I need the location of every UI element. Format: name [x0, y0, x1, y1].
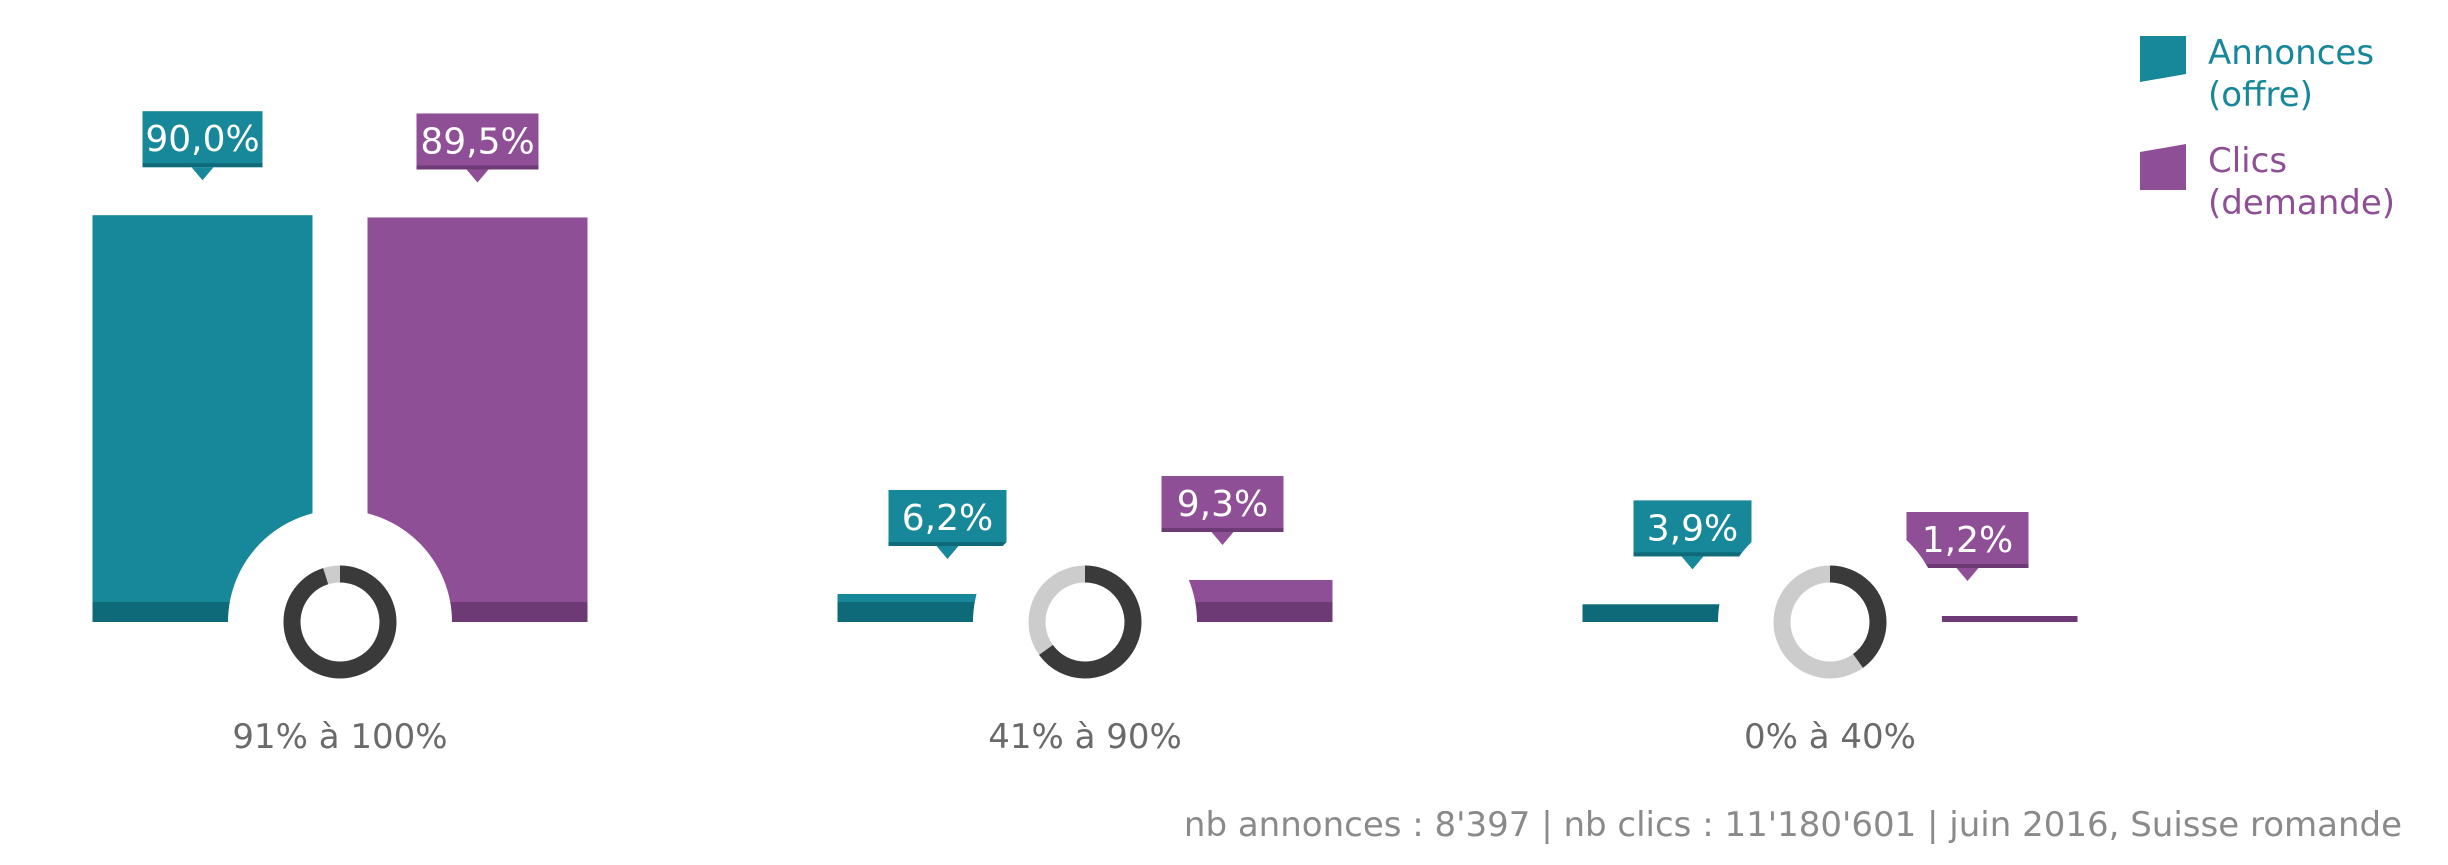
value-callout-underline-2-2 — [1161, 527, 1284, 532]
donut-fill-1 — [283, 565, 397, 679]
legend-swatch-2 — [2140, 144, 2186, 190]
bar-base-2-3 — [1857, 616, 2078, 622]
source-note: nb annonces : 8'397 | nb clics : 11'180'… — [1184, 805, 2402, 845]
value-callout-2-3 — [1906, 512, 2029, 568]
data-label-2-1: 89,5% — [420, 121, 534, 162]
bar-group-1: 90,0% 89,5% 91% à 100% — [92, 111, 588, 757]
bar-group-2: 6,2% 9,3% 41% à 90% — [837, 475, 1333, 757]
donut-backdrop-2 — [973, 510, 1197, 734]
value-callout-underline-1-3 — [1633, 552, 1752, 557]
donut-fill-3 — [1773, 565, 1887, 679]
value-callout-1-1 — [142, 111, 263, 168]
legend-label-1-sub: (offre) — [2208, 75, 2313, 115]
value-callout-pointer-1-2 — [936, 545, 959, 559]
value-callout-underline-1-1 — [142, 163, 263, 168]
category-label-1: 91% à 100% — [232, 717, 447, 757]
legend-swatch-1 — [2140, 36, 2186, 82]
donut-backdrop-1 — [228, 510, 452, 734]
data-label-1-3: 3,9% — [1647, 508, 1738, 549]
legend: Annonces(offre) Clics(demande) — [2140, 33, 2395, 223]
value-callout-1-2 — [888, 489, 1007, 546]
value-callout-pointer-2-1 — [466, 169, 489, 183]
donut-backdrop-3 — [1718, 510, 1942, 734]
value-callout-pointer-1-1 — [191, 167, 214, 181]
value-callout-1-3 — [1633, 500, 1752, 557]
data-label-2-3: 1,2% — [1922, 520, 2013, 561]
value-callout-pointer-2-2 — [1211, 531, 1234, 545]
donut-fill-2 — [1028, 565, 1142, 679]
data-label-1-1: 90,0% — [145, 119, 259, 160]
legend-label-2: Clics — [2208, 141, 2287, 181]
legend-label-2-sub: (demande) — [2208, 183, 2395, 223]
value-callout-2-1 — [416, 113, 539, 170]
category-label-2: 41% à 90% — [988, 717, 1182, 757]
value-callout-pointer-1-3 — [1681, 556, 1704, 570]
data-label-2-2: 9,3% — [1177, 484, 1268, 525]
legend-label-1: Annonces — [2208, 33, 2374, 73]
bar-groups: 90,0% 89,5% 91% à 100% 6,2% 9,3% 41% à 90% 3,9… — [92, 111, 2078, 757]
value-callout-underline-1-2 — [888, 541, 1007, 546]
data-label-1-2: 6,2% — [902, 498, 993, 539]
bar-group-3: 3,9% 1,2% 0% à 40% — [1582, 500, 2078, 757]
value-callout-pointer-2-3 — [1956, 568, 1979, 581]
value-callout-2-2 — [1161, 475, 1284, 532]
category-label-3: 0% à 40% — [1744, 717, 1916, 757]
value-callout-underline-2-1 — [416, 165, 539, 170]
value-callout-underline-2-3 — [1906, 564, 2029, 568]
